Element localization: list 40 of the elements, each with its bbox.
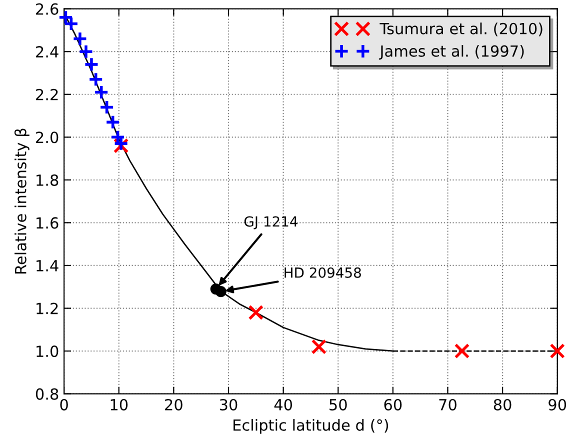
y-tick-label: 2.2 <box>36 88 58 100</box>
x-tick-label: 40 <box>274 398 292 410</box>
legend-label: James et al. (1997) <box>378 44 524 60</box>
legend-label: Tsumura et al. (2010) <box>380 22 542 36</box>
x-tick-label: 80 <box>494 398 512 410</box>
x-tick-label: 60 <box>384 398 402 410</box>
y-tick-label: 1.6 <box>36 217 58 229</box>
x-axis-title: Ecliptic latitude d (°) <box>234 419 388 434</box>
point <box>550 343 565 359</box>
point <box>311 339 327 354</box>
y-tick-label: 2.0 <box>36 132 58 144</box>
y-tick-label: 0.8 <box>36 388 58 400</box>
annotation: GJ 1214 <box>244 216 298 230</box>
point <box>248 304 264 320</box>
x-tick-label: 10 <box>110 398 128 410</box>
point <box>215 286 226 298</box>
y-tick-label: 2.4 <box>36 46 58 58</box>
y-tick-label: 1.2 <box>36 302 58 314</box>
y-tick-label: 1.4 <box>36 260 58 272</box>
point <box>99 100 114 115</box>
x-tick-label: 50 <box>330 398 347 410</box>
y-tick-label: 1.8 <box>36 174 58 186</box>
point <box>94 84 109 100</box>
annotation: HD 209458 <box>284 267 361 278</box>
point <box>64 16 79 32</box>
x-tick-label: 20 <box>165 398 182 410</box>
x-tick-label: 0 <box>60 398 68 410</box>
point <box>72 31 88 46</box>
point <box>105 114 120 130</box>
x-tick-label: 90 <box>548 398 566 410</box>
point <box>58 10 74 26</box>
y-tick-label: 1.0 <box>36 346 58 358</box>
point <box>78 44 94 60</box>
x-tick-label: 70 <box>439 398 456 410</box>
point <box>454 343 470 359</box>
x-tick-label: 30 <box>220 398 238 410</box>
point <box>84 56 100 72</box>
y-axis-title: Relative intensity β <box>14 128 30 274</box>
y-tick-label: 2.6 <box>36 3 58 15</box>
point <box>88 72 104 88</box>
